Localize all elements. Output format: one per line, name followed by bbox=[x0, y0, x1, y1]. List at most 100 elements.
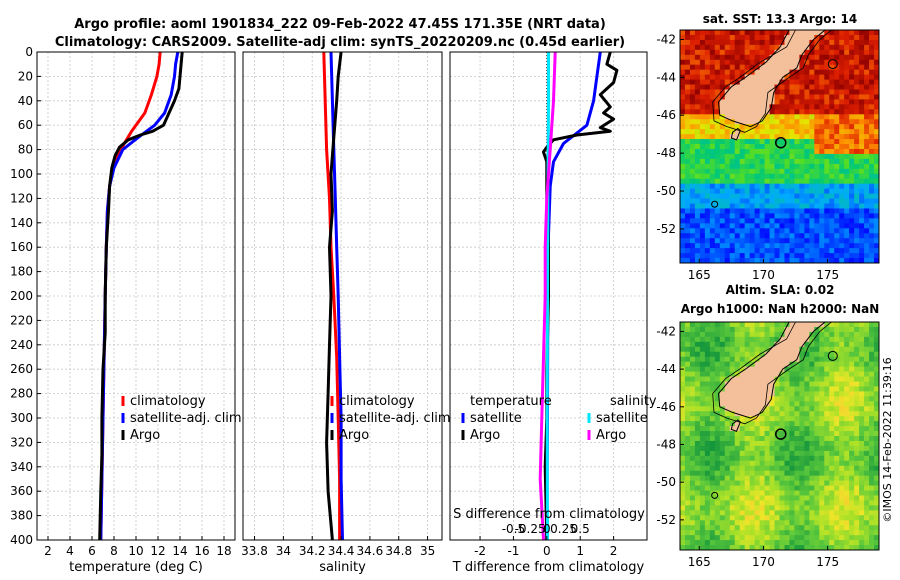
sla_map-cell bbox=[854, 530, 860, 536]
sla_map-cell bbox=[864, 381, 870, 387]
sla_map-cell bbox=[694, 530, 701, 536]
sst_map-cell bbox=[794, 248, 800, 254]
sla_map-cell bbox=[719, 520, 726, 526]
sla_map-cell bbox=[874, 376, 880, 382]
sst_map-cell bbox=[724, 39, 731, 46]
sla_map-cell bbox=[834, 520, 840, 526]
sst_map-cell bbox=[749, 178, 756, 185]
sst_map-cell bbox=[839, 153, 845, 160]
sla_map-cell bbox=[874, 455, 880, 462]
sst_map-cell bbox=[724, 208, 731, 214]
sst_map-cell bbox=[704, 54, 711, 61]
sst_map-cell bbox=[814, 64, 820, 71]
sst_map-cell bbox=[809, 243, 815, 249]
sst_map-ytick-label: -44 bbox=[656, 70, 676, 84]
sst_map-cell bbox=[689, 248, 696, 254]
sst_map-cell bbox=[714, 44, 721, 51]
sst_map-cell bbox=[764, 69, 770, 76]
sla_map-cell bbox=[804, 426, 810, 432]
sla_map-cell bbox=[849, 366, 855, 372]
sla_map-cell bbox=[789, 381, 795, 387]
sst_map-cell bbox=[774, 59, 780, 66]
sla_map-cell bbox=[834, 490, 840, 496]
sst_map-cell bbox=[680, 228, 686, 234]
sst_map-cell bbox=[734, 158, 741, 165]
sst_map-cell bbox=[794, 168, 800, 175]
sla_map-cell bbox=[769, 475, 775, 482]
sla_map-cell bbox=[704, 495, 711, 501]
sla_map-cell bbox=[789, 331, 795, 338]
sst_map-cell bbox=[824, 114, 830, 120]
sst_map-cell bbox=[749, 153, 756, 160]
sst_map-cell bbox=[859, 253, 865, 259]
sla_map-cell bbox=[744, 351, 751, 358]
sla_map-cell bbox=[839, 366, 845, 372]
sla_map-cell bbox=[784, 361, 790, 368]
sla_map-cell bbox=[794, 421, 800, 427]
sst_map-cell bbox=[839, 238, 845, 244]
sst_map-cell bbox=[769, 253, 775, 259]
sla_map-cell bbox=[769, 356, 775, 363]
sst_map-cell bbox=[859, 144, 865, 150]
sla_map-cell bbox=[774, 540, 780, 546]
sla_map-cell bbox=[839, 495, 845, 501]
sla_map-cell bbox=[769, 416, 775, 422]
sla_map-cell bbox=[714, 341, 721, 348]
sla_map-cell bbox=[869, 535, 875, 541]
sla_map-cell bbox=[759, 525, 765, 531]
sla_map-cell bbox=[769, 545, 775, 551]
sla_map-cell bbox=[844, 331, 850, 338]
sla_map-cell bbox=[709, 455, 716, 462]
sst_map-cell bbox=[859, 64, 865, 71]
sla_map-cell bbox=[734, 381, 741, 387]
sla_map-cell bbox=[814, 450, 820, 457]
sst_map-cell bbox=[794, 178, 800, 185]
sla_map-cell bbox=[729, 341, 736, 348]
sst_map-cell bbox=[704, 243, 711, 249]
sla_map-cell bbox=[829, 431, 835, 437]
sst_map-cell bbox=[709, 173, 716, 180]
sla_map-cell bbox=[749, 371, 756, 377]
sla_map-cell bbox=[864, 525, 870, 531]
sla_map-cell bbox=[849, 341, 855, 348]
sla_map-cell bbox=[854, 505, 860, 511]
sst_map-cell bbox=[719, 163, 726, 170]
sst_map-cell bbox=[869, 158, 875, 165]
sst_map-cell bbox=[694, 178, 701, 185]
sla_map-cell bbox=[680, 351, 686, 358]
sla_map-cell bbox=[724, 520, 731, 526]
sla_map-cell bbox=[844, 490, 850, 496]
sst_map-cell bbox=[869, 114, 875, 120]
sst_map-cell bbox=[754, 99, 761, 105]
sst_map-cell bbox=[709, 54, 716, 61]
sla_map-cell bbox=[794, 465, 800, 472]
sst_map-cell bbox=[680, 198, 686, 204]
sst_map-cell bbox=[724, 84, 731, 90]
sla_map-cell bbox=[769, 505, 775, 511]
sla_map-cell bbox=[699, 376, 706, 382]
sla_map-cell bbox=[814, 505, 820, 511]
sst_map-cell bbox=[689, 228, 696, 234]
sst_map-cell bbox=[764, 208, 770, 214]
sla_map-cell bbox=[714, 326, 721, 333]
sst_map-cell bbox=[829, 74, 835, 80]
sla_map-cell bbox=[744, 535, 751, 541]
sla_map-cell bbox=[724, 450, 731, 457]
sst_map-cell bbox=[864, 253, 870, 259]
sla_map-cell bbox=[680, 376, 686, 382]
sla_map-cell bbox=[869, 500, 875, 506]
sla_map-cell bbox=[680, 545, 686, 551]
sst_map-cell bbox=[834, 64, 840, 71]
sst_map-cell bbox=[769, 183, 775, 190]
sst_map-cell bbox=[754, 134, 761, 140]
sla_map-cell bbox=[764, 535, 770, 541]
sst_map-cell bbox=[784, 124, 790, 130]
sst_map-cell bbox=[689, 74, 696, 80]
sst_map-cell bbox=[824, 203, 830, 209]
sla_map-cell bbox=[784, 470, 790, 477]
sst_map-cell bbox=[680, 218, 686, 224]
sla_map-cell bbox=[754, 376, 761, 382]
sst_map-cell bbox=[709, 119, 716, 125]
sst_map-cell bbox=[849, 34, 855, 41]
sla_map-cell bbox=[824, 485, 830, 491]
